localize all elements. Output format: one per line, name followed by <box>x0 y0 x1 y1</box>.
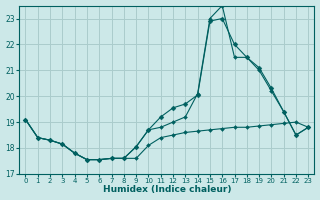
X-axis label: Humidex (Indice chaleur): Humidex (Indice chaleur) <box>103 185 231 194</box>
